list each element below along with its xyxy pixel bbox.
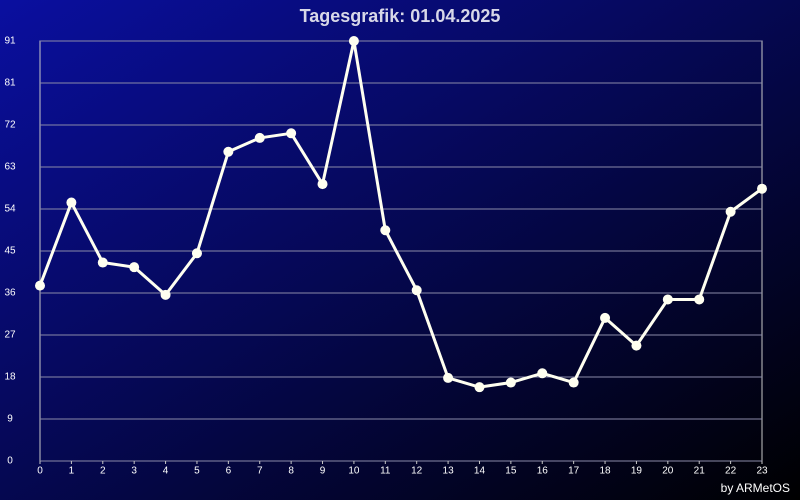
x-tick-label: 22 xyxy=(725,466,737,477)
point xyxy=(757,183,767,194)
point xyxy=(411,285,422,296)
x-tick-label: 13 xyxy=(443,466,455,477)
x-tick-label: 11 xyxy=(380,466,391,477)
y-tick-label: 72 xyxy=(4,120,16,131)
x-tick-label: 20 xyxy=(662,466,674,477)
x-tick-label: 6 xyxy=(226,466,232,477)
point xyxy=(600,312,611,323)
x-tick-label: 21 xyxy=(694,466,706,477)
y-tick-label: 36 xyxy=(4,288,16,299)
point xyxy=(35,280,45,291)
chart-title: Tagesgrafik: 01.04.2025 xyxy=(300,6,501,26)
point xyxy=(537,368,548,379)
point xyxy=(694,294,705,305)
x-tick-label: 18 xyxy=(599,466,611,477)
y-tick-label: 9 xyxy=(7,414,13,425)
point xyxy=(129,262,140,273)
y-tick-label: 91 xyxy=(4,36,16,47)
point xyxy=(317,179,328,190)
x-tick-label: 1 xyxy=(69,466,75,477)
y-tick-label: 0 xyxy=(7,456,13,467)
x-tick-label: 0 xyxy=(37,466,43,477)
x-tick-label: 8 xyxy=(288,466,294,477)
point xyxy=(66,197,77,208)
point xyxy=(160,289,171,300)
y-tick-label: 54 xyxy=(4,204,16,215)
point xyxy=(631,340,642,351)
x-tick-label: 7 xyxy=(257,466,263,477)
point xyxy=(191,248,202,259)
point xyxy=(725,206,736,217)
x-tick-label: 14 xyxy=(474,466,486,477)
point xyxy=(443,372,454,383)
footer: by ARMetOS xyxy=(721,481,790,495)
point xyxy=(568,377,579,388)
x-tick-label: 2 xyxy=(100,466,106,477)
point xyxy=(97,257,108,268)
x-tick-label: 12 xyxy=(411,466,423,477)
point xyxy=(662,294,673,305)
point xyxy=(474,382,485,393)
line xyxy=(38,39,763,389)
x-tick-label: 3 xyxy=(131,466,137,477)
x-tick-label: 10 xyxy=(348,466,360,477)
x-tick-label: 9 xyxy=(320,466,326,477)
x-tick-label: 19 xyxy=(631,466,643,477)
point xyxy=(286,128,297,139)
y-tick-label: 63 xyxy=(4,162,16,173)
point xyxy=(380,225,391,236)
x-tick-label: 17 xyxy=(568,466,580,477)
point xyxy=(254,132,265,143)
point xyxy=(348,36,359,46)
y-tick-label: 45 xyxy=(4,246,16,257)
point xyxy=(223,146,234,157)
x-tick-label: 23 xyxy=(756,466,768,477)
y-tick-label: 18 xyxy=(4,372,16,383)
y-tick-label: 27 xyxy=(4,330,16,341)
x-tick-label: 16 xyxy=(537,466,549,477)
point xyxy=(505,377,516,388)
x-tick-label: 4 xyxy=(163,466,169,477)
x-tick-label: 5 xyxy=(194,466,200,477)
x-tick-label: 15 xyxy=(505,466,517,477)
y-tick-label: 81 xyxy=(4,78,16,89)
